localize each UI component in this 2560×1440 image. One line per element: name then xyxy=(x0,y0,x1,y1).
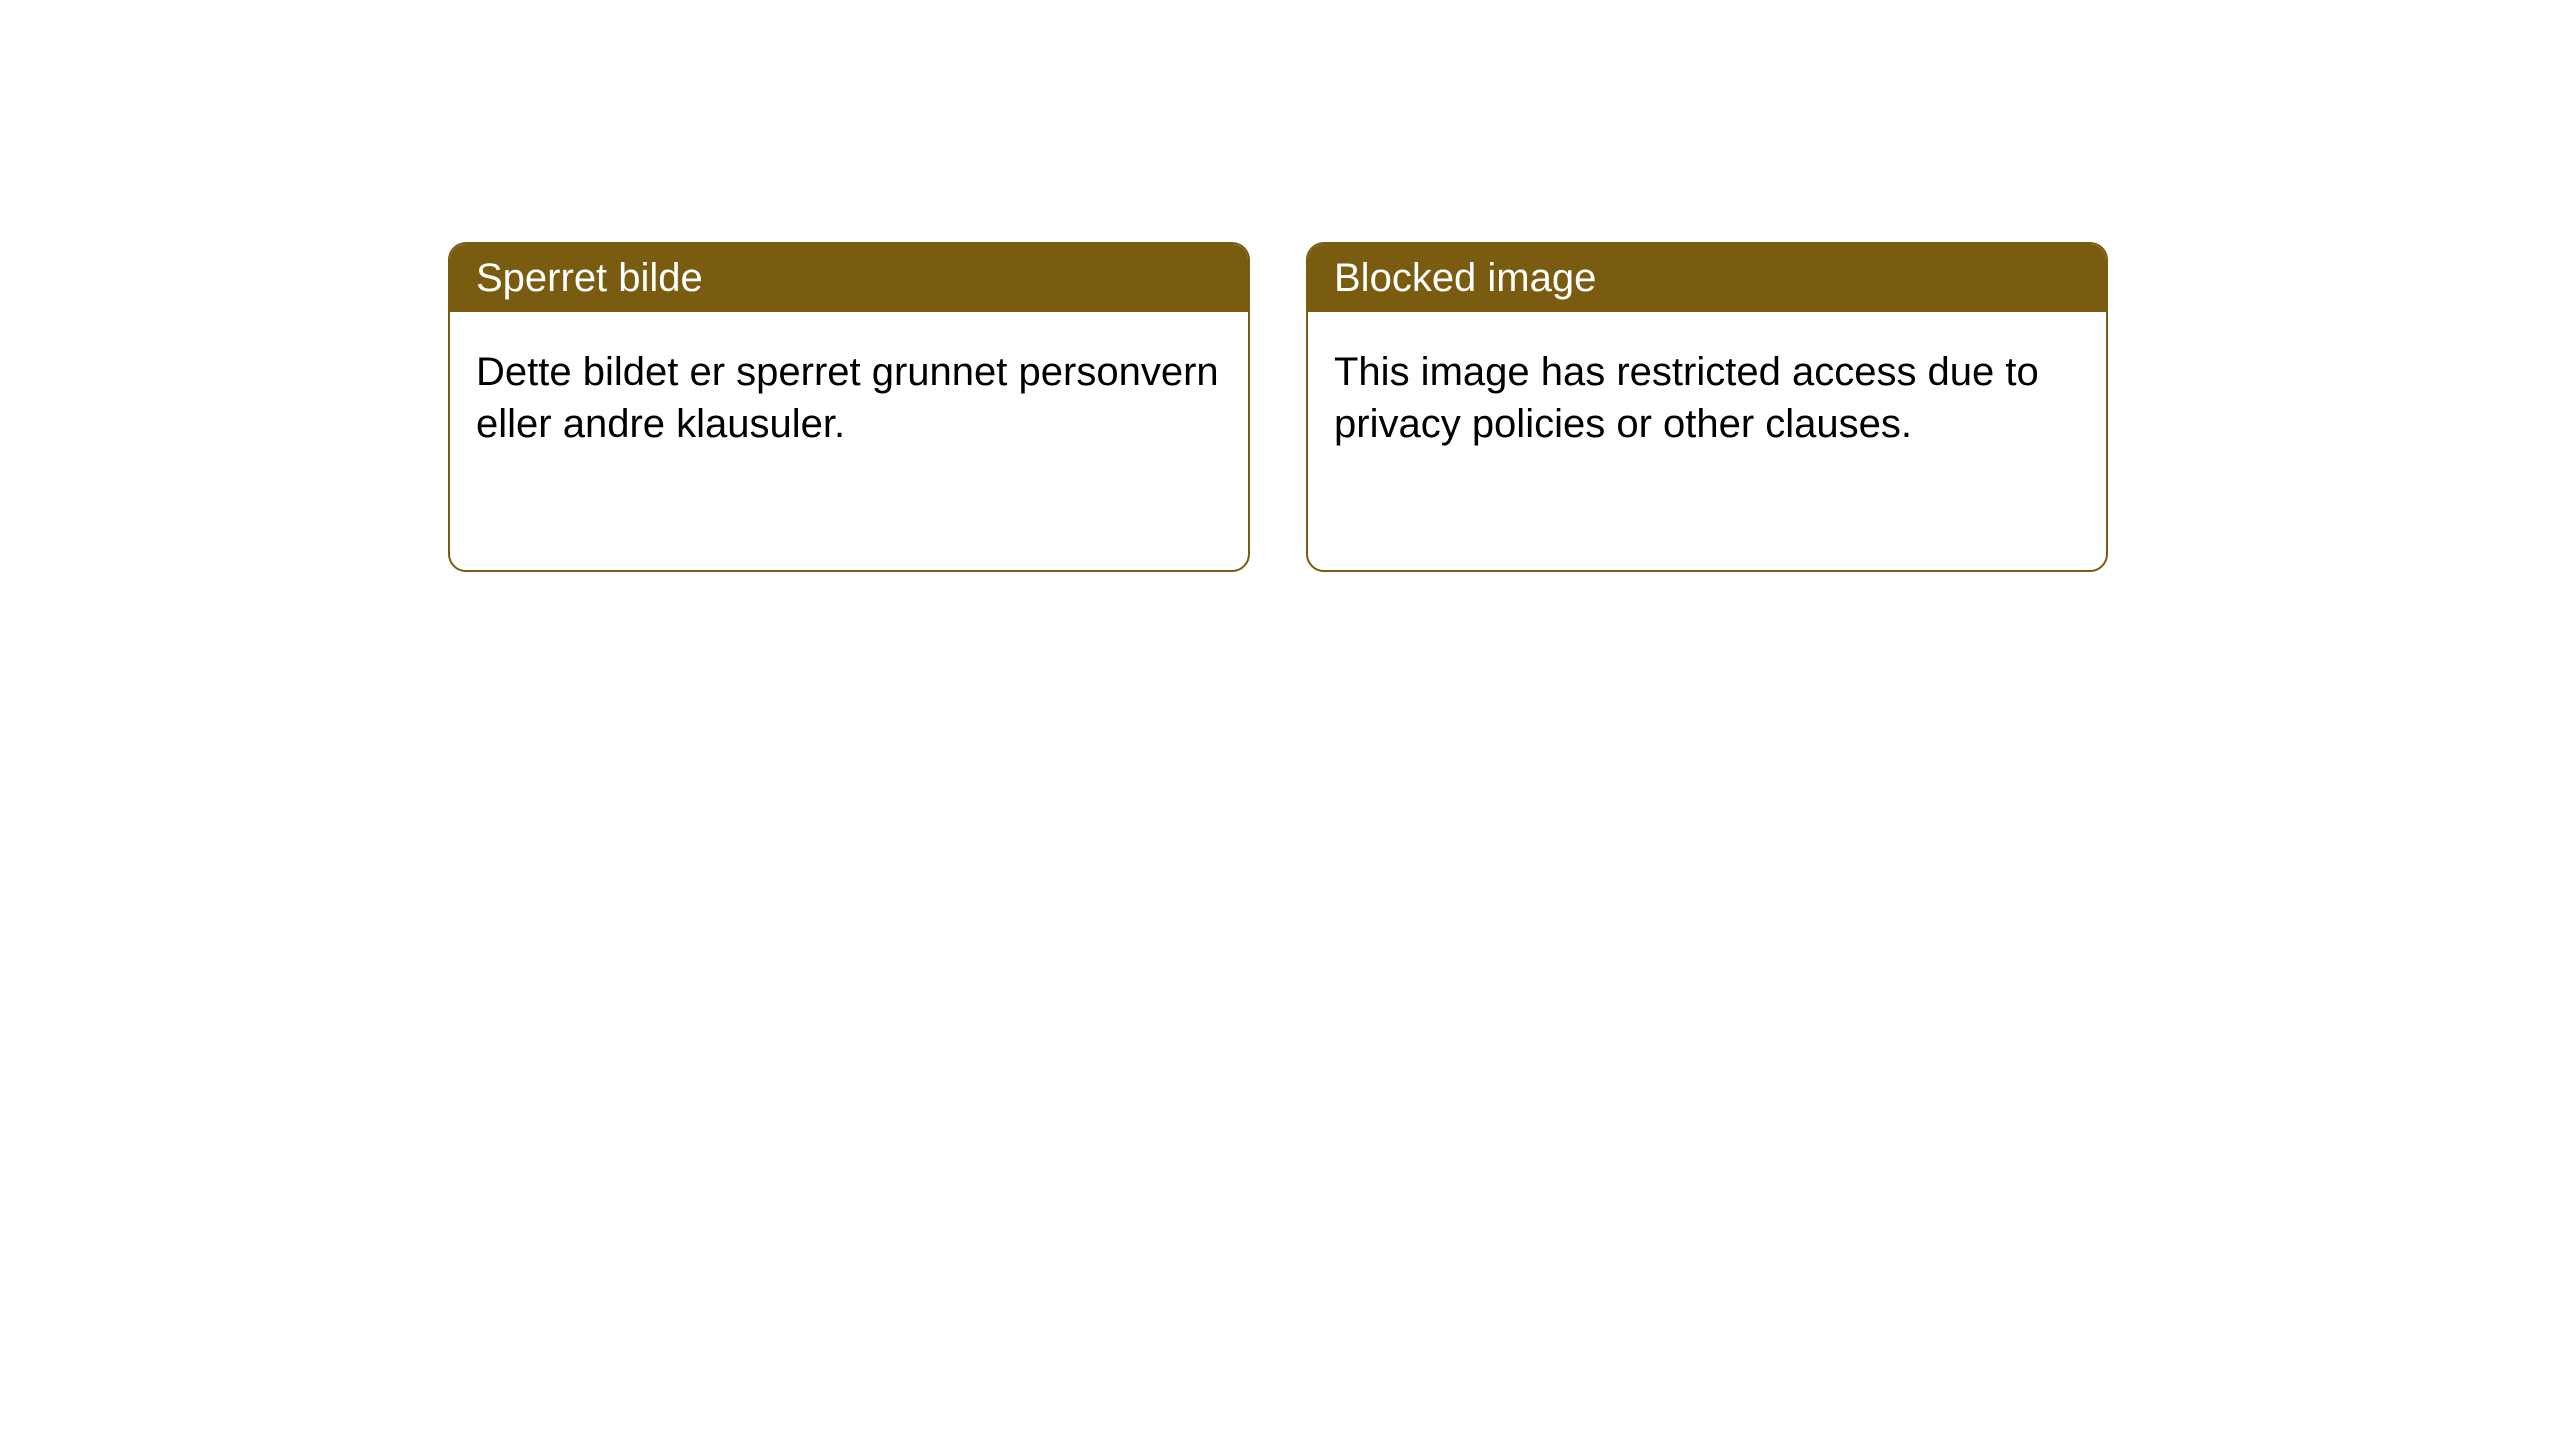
card-body-text: Dette bildet er sperret grunnet personve… xyxy=(476,350,1219,446)
card-header: Blocked image xyxy=(1308,244,2106,312)
card-title: Blocked image xyxy=(1334,256,1596,300)
card-body: Dette bildet er sperret grunnet personve… xyxy=(450,312,1248,484)
card-body-text: This image has restricted access due to … xyxy=(1334,350,2039,446)
card-title: Sperret bilde xyxy=(476,256,703,300)
notice-card-english: Blocked image This image has restricted … xyxy=(1306,242,2108,572)
notice-card-norwegian: Sperret bilde Dette bildet er sperret gr… xyxy=(448,242,1250,572)
notice-cards-container: Sperret bilde Dette bildet er sperret gr… xyxy=(0,0,2560,572)
card-header: Sperret bilde xyxy=(450,244,1248,312)
card-body: This image has restricted access due to … xyxy=(1308,312,2106,484)
